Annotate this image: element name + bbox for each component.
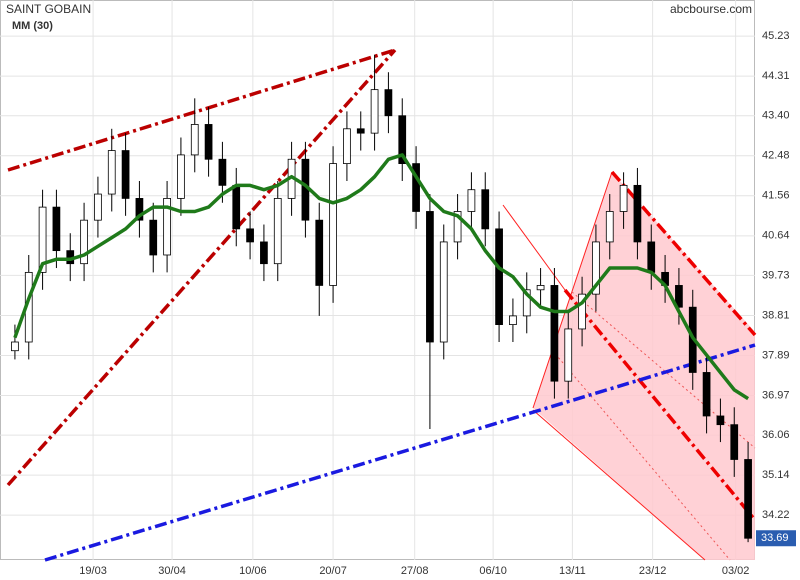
- fan-mid: [551, 349, 731, 561]
- y-tick-label: 44.31: [762, 70, 790, 82]
- x-tick-label: 19/03: [79, 565, 107, 577]
- y-tick-label: 36.97: [762, 389, 790, 401]
- trend-support: [44, 343, 756, 562]
- candle-body: [246, 228, 254, 243]
- candle-body: [315, 219, 324, 286]
- candle-body: [107, 150, 116, 195]
- overlay: 33.69: [13, 153, 796, 547]
- x-tick-label: 20/07: [319, 565, 347, 577]
- candle-body: [204, 124, 213, 160]
- y-tick-label: 45.23: [762, 30, 790, 42]
- x-tick-label: 23/12: [639, 565, 667, 577]
- candle-body: [260, 241, 268, 265]
- candle-body: [702, 372, 711, 417]
- candle-body: [592, 241, 600, 295]
- x-tick-label: 30/04: [158, 565, 186, 577]
- candle-body: [52, 206, 61, 252]
- candle-body: [564, 328, 573, 382]
- candle-body: [163, 198, 171, 256]
- candle-body: [509, 315, 517, 325]
- candle-body: [121, 150, 130, 199]
- candle-body: [80, 219, 88, 265]
- candle-body: [412, 163, 420, 212]
- y-tick-label: 40.64: [762, 230, 790, 242]
- candle-body: [522, 289, 531, 317]
- candle-body: [619, 184, 628, 212]
- channel-top: [610, 170, 757, 337]
- chart-title: SAINT GOBAIN: [6, 2, 91, 16]
- candle-body: [190, 124, 199, 156]
- channel-bottom: [563, 288, 757, 522]
- candles: [11, 54, 752, 543]
- y-tick-label: 39.73: [762, 269, 790, 281]
- x-tick-label: 03/02: [722, 565, 750, 577]
- candle-body: [550, 285, 559, 382]
- candle-body: [273, 198, 282, 265]
- candle-body: [744, 459, 752, 539]
- last-price-label: 33.69: [761, 532, 789, 544]
- candle-body: [94, 193, 102, 221]
- source: abcbourse.com: [670, 2, 752, 16]
- candle-body: [453, 211, 462, 243]
- x-tick-label: 10/06: [239, 565, 267, 577]
- fan-mid: [571, 291, 756, 449]
- candle-body: [716, 415, 725, 426]
- candle-body: [11, 341, 19, 352]
- x-tick-label: 06/10: [479, 565, 507, 577]
- candle-body: [370, 89, 379, 134]
- trend-upper: [7, 48, 396, 172]
- fan-edge: [532, 171, 613, 409]
- candle-body: [426, 211, 434, 343]
- candle-body: [605, 211, 614, 243]
- x-tick-label: 27/08: [401, 565, 429, 577]
- x-tick-label: 13/11: [559, 565, 586, 577]
- candle-body: [218, 158, 227, 186]
- candle-body: [578, 293, 586, 330]
- fan-area: [533, 172, 755, 560]
- candle-body: [38, 206, 47, 273]
- candle-body: [730, 424, 739, 460]
- y-tick-label: 38.81: [762, 309, 790, 321]
- y-tick-label: 37.89: [762, 349, 790, 361]
- candle-body: [633, 184, 642, 243]
- last-price-box: [756, 530, 796, 547]
- candle-body: [329, 163, 337, 286]
- candle-body: [135, 198, 144, 221]
- candle-body: [398, 115, 407, 165]
- y-tick-label: 35.14: [762, 469, 790, 481]
- fan-edge: [532, 409, 706, 561]
- candle-body: [343, 128, 351, 165]
- candle-body: [232, 184, 241, 230]
- candle-body: [647, 241, 656, 273]
- candle-body: [149, 219, 158, 256]
- y-tick-label: 34.22: [762, 509, 790, 521]
- candle-body: [675, 285, 683, 308]
- y-tick-label: 36.06: [762, 429, 790, 441]
- candle-body: [177, 154, 185, 199]
- trend-lower: [6, 48, 397, 487]
- y-tick-label: 41.56: [762, 190, 790, 202]
- candle-body: [439, 241, 448, 343]
- y-tick-label: 42.48: [762, 150, 790, 162]
- candle-body: [495, 228, 503, 325]
- candle-body: [481, 189, 490, 230]
- candle-body: [536, 285, 545, 291]
- legend-entry: MM (30): [12, 20, 53, 32]
- moving-average: [13, 153, 750, 401]
- candle-body: [384, 89, 393, 117]
- y-tick-label: 43.40: [762, 110, 790, 122]
- candle-body: [356, 128, 365, 134]
- candle-body: [467, 189, 476, 212]
